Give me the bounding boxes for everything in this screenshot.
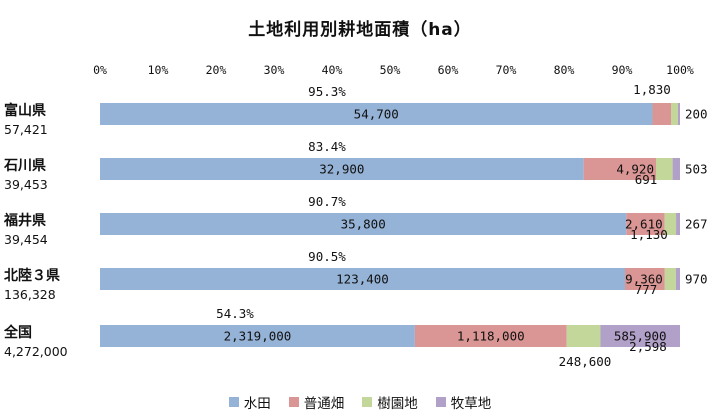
bar-segment [100,158,584,180]
data-label: 970 [685,272,708,287]
x-tick-label: 100% [666,63,694,77]
share-label: 90.7% [308,194,346,209]
data-label: 777 [635,282,658,297]
x-tick-label: 20% [206,63,227,77]
legend-label: 水田 [243,396,271,412]
x-tick-label: 70% [496,63,517,77]
bar-segment [626,213,665,235]
data-label: 200 [685,107,708,122]
category-label: 福井県 [3,212,46,229]
legend-swatch [362,397,373,407]
share-label: 90.5% [308,249,346,264]
data-label: 267 [685,217,708,232]
bar-segment [677,103,680,125]
bar-segment [664,268,676,290]
bar-segment [100,213,627,235]
data-label: 1,830 [633,82,671,97]
data-label: 9,360 [625,272,663,287]
data-label: 2,598 [629,339,667,354]
category-label: 石川県 [3,158,46,174]
bar-segment [583,158,656,180]
legend-item: 普通畑 [288,392,345,412]
data-label: 32,900 [319,162,364,177]
data-label: 35,800 [341,217,386,232]
legend-label: 牧草地 [450,396,492,412]
bar-segment [671,103,678,125]
data-label: 123,400 [336,272,389,287]
category-total-label: 57,421 [4,122,48,137]
share-label: 54.3% [216,306,254,321]
legend: 水田 普通畑 樹園地 牧草地 [0,392,720,412]
bar-segment [100,103,653,125]
legend-swatch [228,397,239,407]
bar-segment [624,268,665,290]
legend-item: 水田 [228,392,271,412]
legend-item: 牧草地 [435,392,492,412]
bar-segment [675,268,680,290]
x-tick-label: 50% [380,63,401,77]
data-label: 691 [635,172,658,187]
category-label: 北陸３県 [4,267,60,284]
share-label: 95.3% [308,84,346,99]
chart-title: 土地利用別耕地面積（ha） [248,20,472,40]
data-label: 585,900 [614,329,667,344]
data-label: 1,130 [630,227,668,242]
data-label: 2,319,000 [224,329,292,344]
category-total-label: 39,454 [4,232,48,247]
x-tick-label: 80% [554,63,575,77]
data-label: 503 [685,162,708,177]
legend-swatch [435,397,446,407]
legend-swatch [288,397,299,407]
x-tick-label: 60% [438,63,459,77]
bar-segment [672,158,680,180]
bar-segment [600,325,680,347]
category-total-label: 4,272,000 [4,344,68,359]
legend-label: 樹園地 [377,396,418,412]
category-total-label: 39,453 [4,177,48,192]
bar-segment [664,213,677,235]
bar-segment [566,325,601,347]
x-tick-label: 0% [93,63,107,77]
share-label: 83.4% [308,139,346,154]
x-tick-label: 90% [612,63,633,77]
category-total-label: 136,328 [4,287,56,302]
legend-label: 普通畑 [303,396,345,412]
bar-segment [100,268,625,290]
category-label: 全国 [3,324,32,341]
x-tick-label: 10% [148,63,169,77]
bar-segment [676,213,680,235]
x-tick-label: 40% [322,63,343,77]
bar-segment [100,325,415,347]
data-label: 54,700 [354,107,399,122]
legend-item: 樹園地 [362,392,418,412]
data-label: 2,610 [625,217,663,232]
bar-segment [655,158,673,180]
data-label: 1,118,000 [457,329,525,344]
category-label: 富山県 [4,102,46,119]
data-label: 248,600 [559,354,612,369]
data-label: 4,920 [616,162,654,177]
bar-segment [652,103,672,125]
bar-segment [414,325,567,347]
x-tick-label: 30% [264,63,285,77]
